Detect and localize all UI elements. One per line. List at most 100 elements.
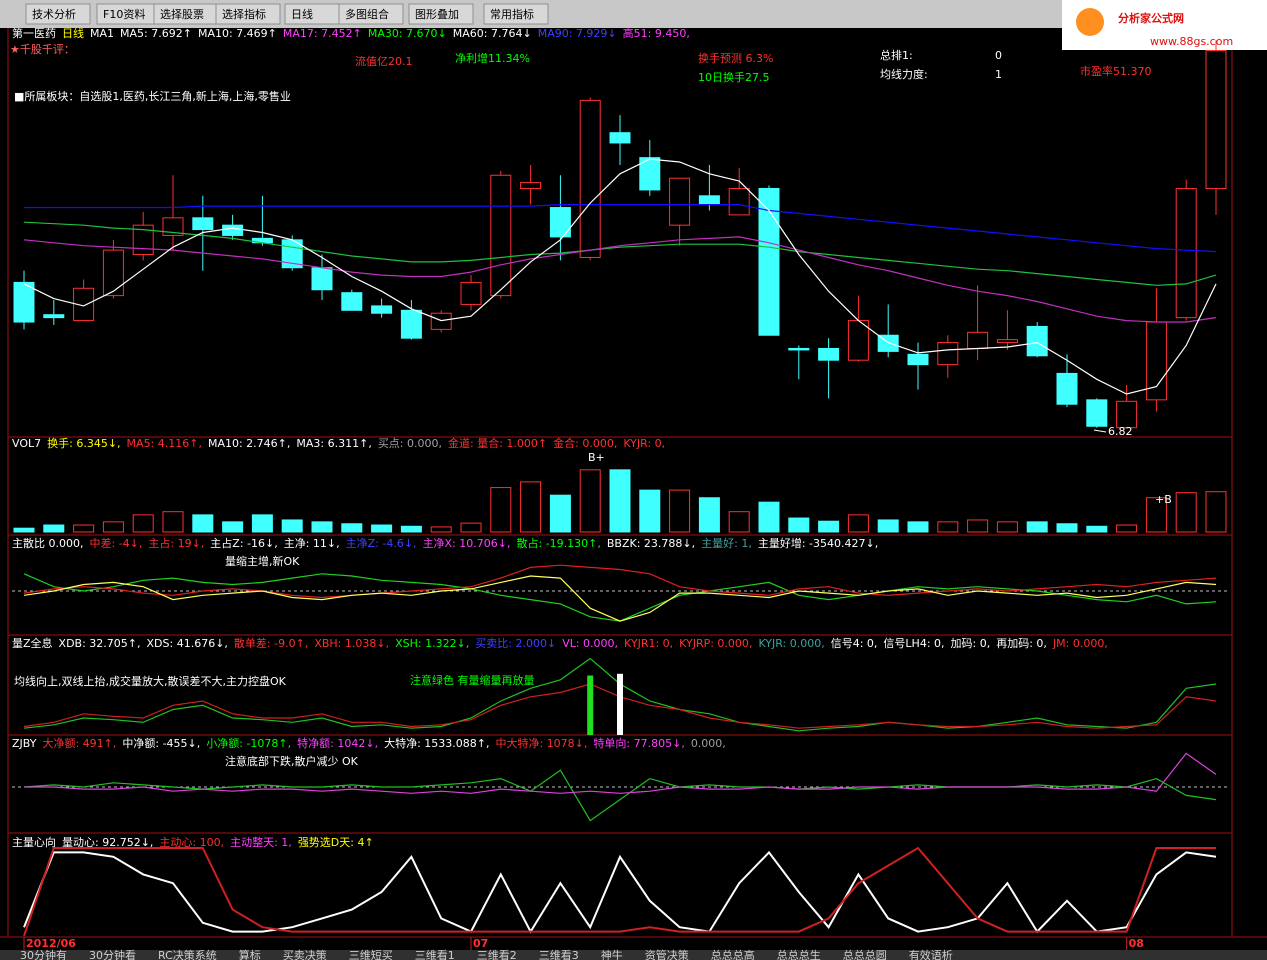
tab-label[interactable]: 神牛 [601,948,623,960]
volume-bar [728,511,750,533]
indicator-header: 换手: 6.345↓, [47,436,120,450]
indicator-header: VOL7 [12,437,41,450]
indicator-header: MA90: 7.929↓ [538,27,617,40]
indicator-line [24,752,1217,794]
indicator-header: MA1 [90,27,114,40]
tab-label[interactable]: 三维看3 [539,948,579,960]
volume-bar [311,521,333,533]
indicator-header: 主量心向 [12,835,56,849]
candle-body [698,195,720,206]
indicator-header: 大特净: 1533.088↑, [384,736,489,750]
tab-label[interactable]: 买卖决策 [283,948,327,960]
indicator-header: 中大特净: 1078↓, [495,736,587,750]
indicator-line [23,564,1217,599]
tab-label[interactable]: 算标 [239,948,261,960]
tab-label[interactable]: 三维看2 [477,948,517,960]
toolbar-label[interactable]: 选择指标 [222,7,266,21]
candle-body [222,224,244,236]
annotation: 净利增11.34% [455,51,530,65]
volume-bar [460,522,482,533]
indicator-header: 高51: 9.450, [623,26,690,40]
tab-label[interactable]: 总总总高 [711,948,755,960]
candle-body [520,182,542,189]
indicator-header: 特净额: 1042↓, [297,736,378,750]
indicator-header: 主净Z: -4.6↓, [346,536,417,550]
annotation: ★千股千评： [10,43,75,56]
tab-label[interactable]: 总总总圆 [843,948,887,960]
toolbar-label[interactable]: 常用指标 [490,7,534,21]
indicator-header: XDS: 41.676↓, [147,637,228,650]
volume-bar [758,501,780,533]
volume-bar [132,514,154,533]
tab-label[interactable]: 有效语析 [909,948,953,960]
annotation: 换手预测 6.3% [698,51,773,65]
toolbar-button[interactable] [408,3,474,25]
toolbar-label[interactable]: 多图组合 [345,7,389,21]
annotation: 0 [995,49,1002,62]
indicator-header: 信号4: 0, [831,637,878,650]
toolbar-label[interactable]: F10资料 [103,7,145,21]
volume-bar [162,511,184,533]
candle-body [639,157,661,191]
candle-body [1116,400,1138,429]
toolbar-label[interactable]: 技术分析 [32,7,76,21]
annotation: 10日换手27.5 [698,70,770,84]
tab-label[interactable]: 资管决策 [645,948,689,960]
candle-body [311,267,333,291]
indicator-header: XSH: 1.322↓, [395,637,469,650]
indicator-header: 主净X: 10.706↓, [423,536,511,550]
indicator-line [24,204,1217,253]
toolbar-label[interactable]: 图形叠加 [415,8,459,21]
indicator-header: 再加码: 0, [996,637,1047,650]
annotation: 量缩主增,新OK [225,554,300,568]
indicator-header: 0.000, [691,737,726,750]
candle-body [579,99,601,258]
tab-label[interactable]: 30分钟看 [89,948,136,960]
toolbar-button[interactable] [483,3,549,25]
volume-bar [520,481,542,533]
indicator-line [23,158,1217,395]
indicator-header: KYJR: 0.000, [758,637,824,650]
candle-body [996,339,1018,344]
tab-label[interactable]: 三维短买 [349,948,393,960]
candle-body [669,177,691,226]
toolbar-label[interactable]: 日线 [291,7,313,21]
candle-body [967,331,989,349]
volume-bar [1175,492,1197,533]
candle-body [371,305,393,314]
volume-bar [490,487,512,533]
tab-label[interactable]: 总总总生 [777,948,821,960]
indicator-line [23,846,1216,937]
indicator-header: KYJR1: 0, [624,637,673,650]
annotation: 市盈率51.370 [1080,64,1152,78]
candle-body [73,287,95,322]
tab-label[interactable]: 三维看1 [415,948,455,960]
toolbar-button[interactable] [25,3,91,25]
annotation: 流值亿20.1 [355,54,413,68]
toolbar-button[interactable] [338,3,404,25]
volume-bar [877,519,899,533]
tab-label[interactable]: RC决策系统 [158,948,217,960]
candle-body [1205,49,1227,189]
toolbar-button[interactable] [215,3,281,25]
indicator-header: 散单差: -9.0↑, [234,636,308,650]
candle-body [1175,187,1197,319]
indicator-header: 主量好增: -3540.427↓, [758,536,878,550]
toolbar-label[interactable]: 选择股票 [160,7,204,21]
annotation: 均线向上,双线上抬,成交量放大,散误差不大,主力控盘OK [14,674,287,688]
indicator-header: 主占: 19↓, [148,536,204,550]
volume-bar [222,521,244,533]
volume-bar [698,497,720,533]
volume-bar [937,521,959,533]
indicator-line [23,221,1217,286]
indicator-header: ZJBY [12,737,37,750]
candle-body [132,224,154,256]
tab-label[interactable]: 30分钟有 [20,948,67,960]
volume-bar [1056,523,1078,533]
annotation: B+ [588,451,605,464]
indicator-header: 主占Z: -16↓, [210,536,277,550]
volume-bar [400,525,422,533]
volume-bar [1205,491,1227,533]
